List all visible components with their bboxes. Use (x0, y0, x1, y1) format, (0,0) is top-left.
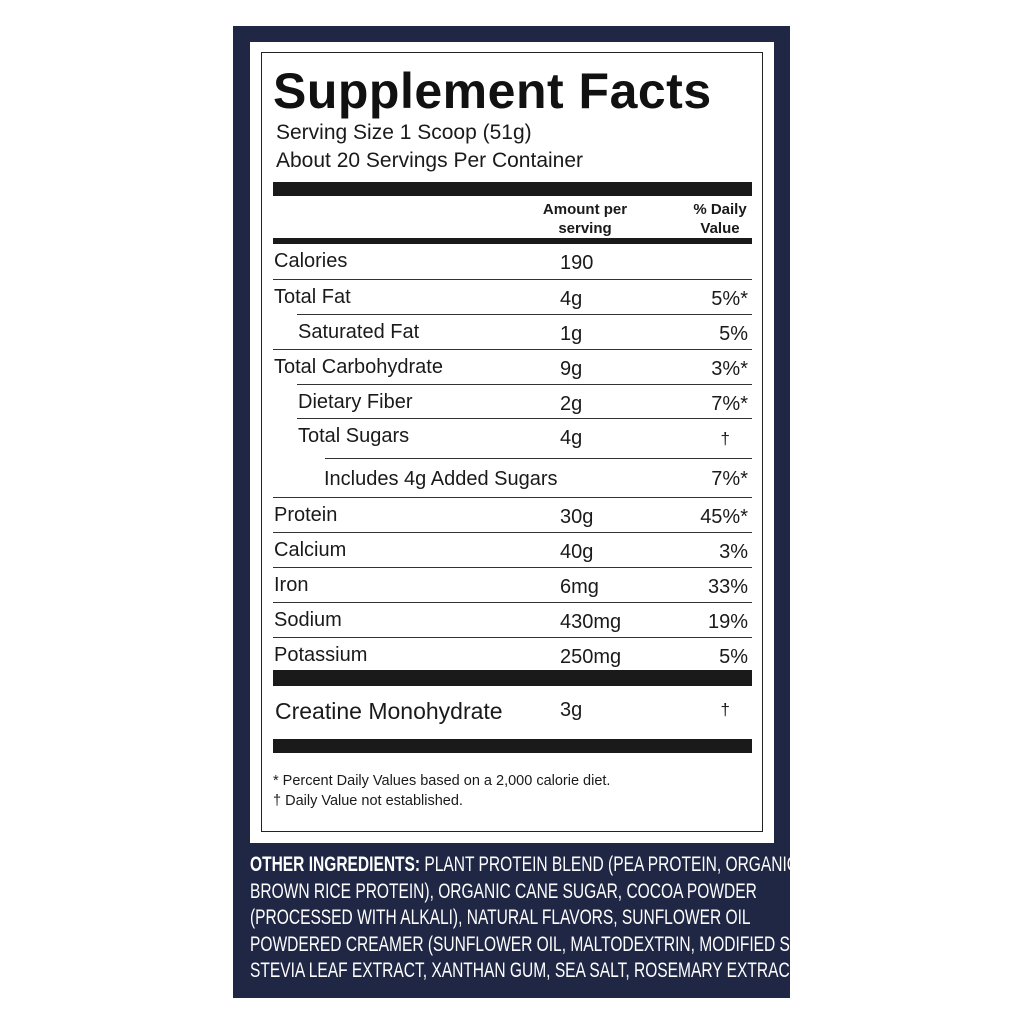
servings-per-container: About 20 Servings Per Container (276, 149, 584, 172)
nutrient-name: Iron (274, 574, 309, 596)
nutrient-name: Saturated Fat (298, 321, 420, 343)
nutrient-amount: 3g (560, 699, 583, 721)
nutrient-amount: 430mg (560, 611, 622, 633)
amount-header-line2: serving (558, 220, 612, 237)
nutrient-name: Creatine Monohydrate (275, 698, 503, 724)
daily-value-header: % Daily Value (680, 200, 760, 238)
nutrient-amount: 4g (560, 288, 583, 310)
nutrient-daily-value: 5% (719, 323, 748, 345)
nutrient-name: Total Sugars (298, 425, 410, 447)
nutrient-daily-value: † (720, 429, 730, 448)
nutrient-amount: 9g (560, 358, 583, 380)
nutrient-daily-value: 45%* (700, 506, 748, 528)
nutrient-daily-value: 3% (719, 541, 748, 563)
nutrient-daily-value: 5%* (711, 288, 748, 310)
nutrient-amount: 30g (560, 506, 594, 528)
nutrient-row: Iron 6mg 33% (273, 567, 752, 603)
nutrient-daily-value: 33% (707, 576, 748, 598)
panel-title: Supplement Facts (273, 63, 712, 119)
nutrient-row: Total Sugars 4g † (297, 418, 752, 459)
nutrient-daily-value: 7%* (711, 468, 748, 490)
ingredients-line: STEVIA LEAF EXTRACT, XANTHAN GUM, SEA SA… (250, 959, 802, 982)
nutrient-name: Sodium (274, 609, 342, 631)
supplement-facts-panel (250, 42, 774, 843)
thick-divider (273, 670, 752, 686)
nutrient-name: Potassium (274, 644, 368, 666)
dv-header-line2: Value (700, 220, 740, 237)
ingredients-line: POWDERED CREAMER (SUNFLOWER OIL, MALTODE… (250, 932, 852, 956)
amount-header-line1: Amount per (542, 201, 628, 218)
thick-divider (273, 182, 752, 196)
nutrient-amount: 1g (560, 323, 583, 345)
nutrient-name: Includes 4g Added Sugars (324, 468, 558, 490)
nutrient-daily-value: † (720, 700, 730, 719)
nutrient-daily-value: 5% (719, 646, 748, 668)
nutrient-row: Total Carbohydrate 9g 3%* (273, 349, 752, 385)
nutrient-amount: 190 (560, 252, 594, 274)
nutrient-row: Calories 190 (273, 244, 752, 279)
footnote-percent-dv: * Percent Daily Values based on a 2,000 … (273, 773, 611, 789)
other-ingredients: OTHER INGREDIENTS: PLANT PROTEIN BLEND (… (250, 852, 1024, 985)
ingredients-text: PLANT PROTEIN BLEND (PEA PROTEIN, ORGANI… (424, 853, 799, 876)
nutrient-row: Includes 4g Added Sugars 7%* (324, 458, 752, 498)
nutrient-amount: 2g (560, 393, 583, 415)
nutrient-name: Protein (274, 504, 338, 526)
creatine-row: Creatine Monohydrate 3g † (273, 686, 752, 739)
nutrient-row: Sodium 430mg 19% (273, 602, 752, 638)
nutrient-row: Total Fat 4g 5%* (273, 279, 752, 315)
nutrient-name: Dietary Fiber (298, 391, 413, 413)
amount-header: Amount per serving (525, 200, 645, 238)
panel-border (261, 52, 763, 832)
ingredients-line: OTHER INGREDIENTS: PLANT PROTEIN BLEND (… (250, 852, 852, 879)
nutrient-name: Calcium (274, 539, 347, 561)
nutrient-daily-value: 7%* (711, 393, 748, 415)
nutrient-row: Saturated Fat 1g 5% (297, 314, 752, 350)
footnote-dagger: † Daily Value not established. (273, 793, 463, 809)
nutrient-name: Total Fat (274, 286, 351, 308)
nutrient-amount: 4g (560, 427, 583, 449)
ingredients-line: BROWN RICE PROTEIN), ORGANIC CANE SUGAR,… (250, 879, 757, 903)
serving-size: Serving Size 1 Scoop (51g) (276, 121, 532, 144)
medium-divider (273, 238, 752, 244)
ingredients-heading: OTHER INGREDIENTS: (250, 853, 421, 876)
thick-divider (273, 739, 752, 753)
dv-header-line1: % Daily (693, 201, 747, 218)
nutrient-row: Protein 30g 45%* (273, 497, 752, 533)
nutrient-name: Total Carbohydrate (274, 356, 443, 378)
nutrient-name: Calories (274, 250, 348, 272)
nutrient-row: Dietary Fiber 2g 7%* (297, 384, 752, 419)
nutrient-daily-value: 19% (707, 611, 748, 633)
nutrient-amount: 6mg (560, 576, 599, 598)
ingredients-line: (PROCESSED WITH ALKALI), NATURAL FLAVORS… (250, 906, 751, 929)
nutrient-row: Calcium 40g 3% (273, 532, 752, 568)
nutrient-amount: 250mg (560, 646, 622, 668)
nutrient-amount: 40g (560, 541, 594, 563)
nutrient-row: Potassium 250mg 5% (273, 637, 752, 671)
nutrient-daily-value: 3%* (711, 358, 748, 380)
